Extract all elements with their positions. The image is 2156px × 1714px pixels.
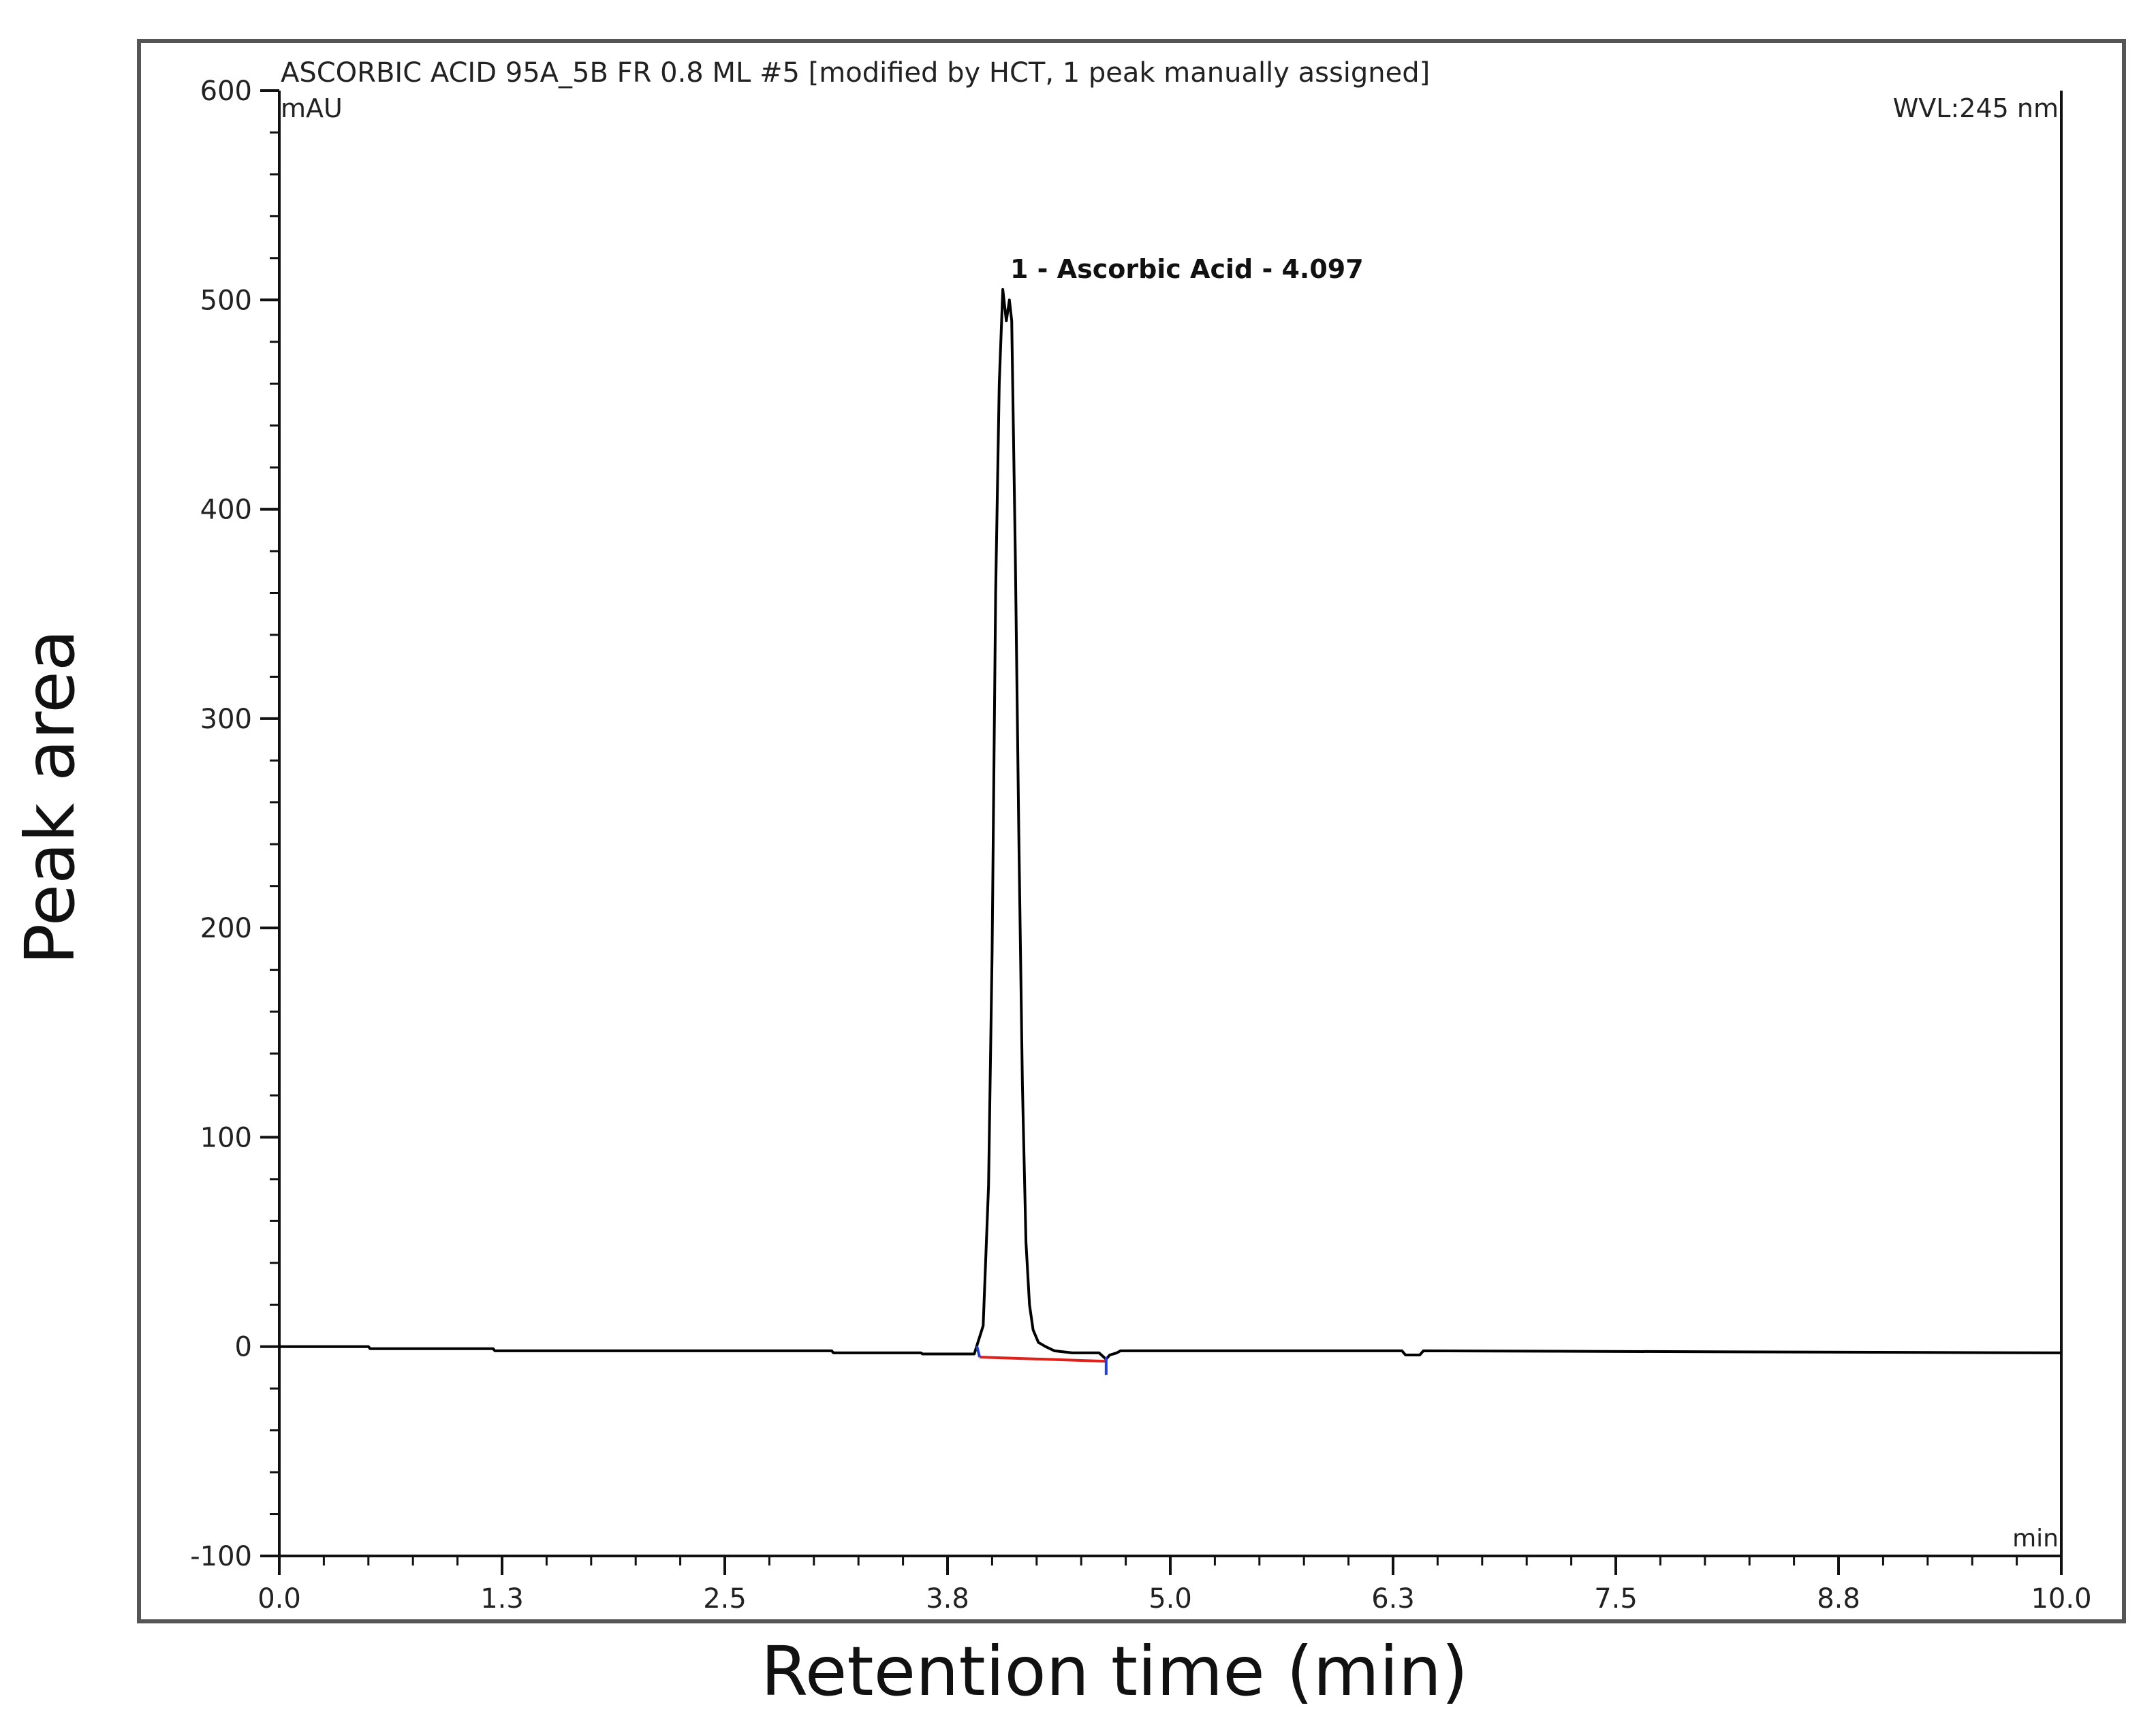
y-tick-label: 400 <box>200 495 252 526</box>
y-unit-label: mAU <box>281 93 343 123</box>
y-tick-label: 200 <box>200 913 252 944</box>
x-tick-label: 3.8 <box>926 1583 969 1615</box>
y-tick-label: 600 <box>200 76 252 107</box>
y-tick-label: 500 <box>200 285 252 316</box>
y-axis-ticks: -100 0 100 200 300 400 500 600 <box>190 76 279 1572</box>
peak-start-marker <box>975 1345 982 1358</box>
y-tick-label: -100 <box>190 1541 252 1572</box>
integration-baseline <box>980 1356 1106 1363</box>
chromatogram-trace <box>279 287 2062 1361</box>
x-tick-label: 1.3 <box>480 1583 524 1615</box>
x-tick-label: 8.8 <box>1817 1583 1860 1615</box>
x-axis-ticks: 0.0 1.3 2.5 3.8 5.0 6.3 7.5 8.8 10.0 <box>257 1556 2092 1615</box>
peak-annotation: 1 - Ascorbic Acid - 4.097 <box>1010 254 1364 284</box>
x-tick-label: 0.0 <box>257 1583 301 1615</box>
x-tick-label: 5.0 <box>1149 1583 1192 1615</box>
y-axis-title: Peak area <box>10 629 90 965</box>
x-tick-label: 10.0 <box>2031 1583 2091 1615</box>
chart-title: ASCORBIC ACID 95A_5B FR 0.8 ML #5 [modif… <box>281 57 1430 89</box>
x-tick-label: 7.5 <box>1594 1583 1638 1615</box>
wavelength-label: WVL:245 nm <box>1893 93 2059 123</box>
x-unit-label: min <box>2012 1525 2059 1553</box>
x-tick-label: 2.5 <box>703 1583 747 1615</box>
y-tick-label: 300 <box>200 704 252 735</box>
y-tick-label: 0 <box>235 1332 252 1363</box>
y-tick-label: 100 <box>200 1122 252 1153</box>
x-axis-title: Retention time (min) <box>761 1632 1468 1711</box>
x-tick-label: 6.3 <box>1371 1583 1415 1615</box>
series-layer <box>279 287 2062 1375</box>
outer-frame <box>137 39 2126 1623</box>
